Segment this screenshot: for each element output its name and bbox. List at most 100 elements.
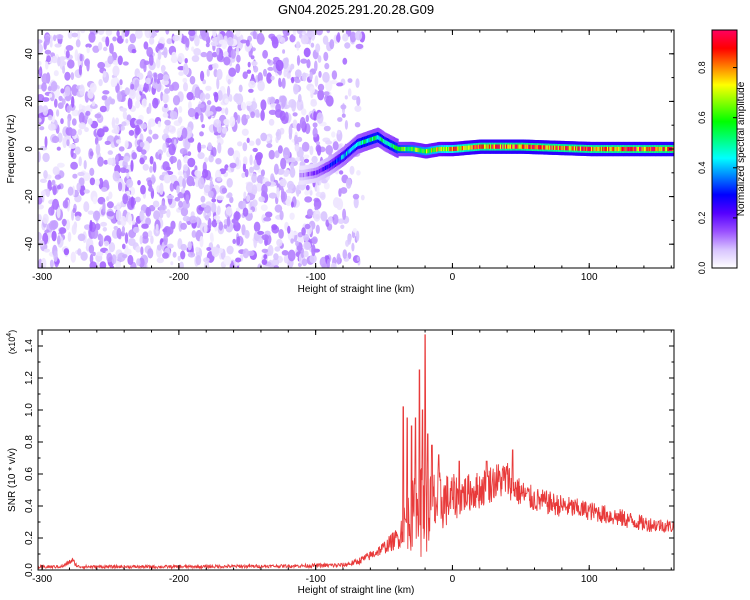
spectrogram-cell — [561, 145, 564, 151]
spectrogram-cell — [77, 128, 83, 136]
spectrogram-cell — [213, 215, 221, 220]
spectrogram-cell — [253, 65, 259, 73]
spectrogram-cell — [653, 146, 656, 152]
spectrogram-cell — [442, 146, 445, 152]
spectrogram-cell — [253, 221, 261, 233]
spectrogram-cell — [56, 109, 60, 117]
spectrogram-cell — [296, 136, 303, 143]
spectrogram-cell — [72, 173, 78, 179]
spectrogram-cell — [278, 229, 284, 239]
spectrogram-cell — [238, 84, 243, 93]
spectrogram-cell — [89, 261, 97, 268]
spectrogram-cell — [282, 147, 291, 160]
spectrogram-cell — [128, 238, 136, 246]
spectrogram-cell — [107, 150, 114, 155]
spectrogram-cell — [64, 86, 71, 97]
spectrogram-cell — [44, 136, 48, 148]
spectrogram-cell — [304, 196, 313, 203]
spectrogram-cell — [243, 191, 247, 199]
spectrogram-cell — [134, 79, 140, 88]
spectrogram-cell — [83, 201, 90, 213]
spectrogram-cell — [312, 171, 315, 176]
spectrogram-cell — [306, 172, 309, 177]
spectrogram-cell — [179, 261, 184, 268]
spectrogram-cell — [538, 145, 541, 150]
spectrogram-cell — [324, 255, 329, 260]
spectrogram-cell — [227, 147, 234, 156]
spectrogram-cell — [193, 48, 201, 56]
spectrogram-cell — [52, 198, 59, 210]
spectrogram-cell — [157, 50, 162, 60]
spectrogram-cell — [191, 55, 200, 63]
spectrogram-cell — [486, 144, 489, 149]
spectrogram-cell — [129, 33, 137, 44]
spectrogram-cell — [130, 83, 135, 90]
spectrogram-cell — [263, 68, 267, 77]
spectrogram-cell — [368, 138, 371, 143]
spectrogram-cell — [216, 77, 220, 90]
spectrogram-cell — [188, 101, 192, 110]
spectrogram-cell — [426, 149, 429, 154]
spectrogram-cell — [78, 122, 86, 130]
spectrogram-cell — [419, 148, 423, 153]
spectrogram-cell — [443, 146, 446, 152]
spectrogram-cell — [275, 59, 284, 72]
snr-series — [38, 334, 674, 570]
spectrogram-cell — [67, 186, 74, 196]
spectrogram-cell — [227, 85, 231, 97]
spectrogram-cell — [265, 211, 273, 218]
spectrogram-cell — [38, 204, 44, 210]
spectrogram-cell — [639, 146, 642, 152]
spectrogram-cell — [71, 96, 75, 108]
spectrogram-cell — [267, 244, 274, 256]
spectrogram-cell — [274, 204, 283, 213]
spectrogram-cell — [513, 144, 516, 149]
spectrogram-cell — [520, 144, 523, 149]
spectrogram-cell — [309, 71, 313, 81]
spectrogram-cell — [646, 146, 649, 152]
spectrogram-cell — [142, 163, 149, 171]
spectrogram-cell — [199, 92, 206, 102]
spectrogram-cell — [637, 146, 640, 152]
spectrogram-cell — [311, 244, 316, 257]
spectrogram-cell — [309, 145, 314, 156]
spectrogram-cell — [593, 146, 596, 152]
spectrogram-cell — [437, 147, 440, 152]
spectrogram-cell — [260, 99, 267, 111]
spectrogram-cell — [322, 71, 330, 83]
spectrogram-cell — [67, 231, 72, 242]
spectrogram-cell — [78, 112, 85, 125]
spectrogram-cell — [268, 96, 276, 104]
spectrogram-cell — [166, 38, 173, 45]
spectrogram-cell — [54, 43, 62, 48]
spectrogram-cell — [294, 78, 301, 84]
spectrogram-y-label: Frequency (Hz) — [6, 115, 17, 184]
spectrogram-cell — [406, 146, 409, 152]
spectrogram-cell — [134, 30, 143, 39]
spectrogram-cell — [185, 37, 190, 48]
spectrogram-cell — [98, 79, 103, 87]
spectrogram-x-ticks: -300 -200 -100 0 100 — [32, 30, 672, 283]
spectrogram-cell — [594, 146, 597, 152]
spectrogram-cell — [320, 168, 323, 173]
y-tick-label: 0.8 — [24, 435, 35, 449]
spectrogram-cell — [554, 145, 557, 150]
spectrogram-cell — [51, 55, 58, 64]
spectrogram-cell — [407, 146, 410, 152]
spectrogram-cell — [42, 105, 49, 116]
y-tick-label: 20 — [24, 95, 35, 107]
spectrogram-cell — [148, 187, 154, 192]
spectrogram-cell — [191, 46, 195, 52]
snr-y-ticks: 0.0 0.2 0.4 0.6 0.8 1.0 1.2 1.4 — [24, 329, 674, 577]
spectrogram-cell — [125, 38, 129, 44]
spectrogram-cell — [249, 154, 253, 166]
spectrogram-cell — [303, 158, 310, 163]
spectrogram-cell — [369, 137, 372, 142]
spectrogram-cell — [647, 146, 650, 152]
spectrogram-cell — [370, 137, 373, 142]
spectrogram-cell — [290, 63, 295, 70]
spectrogram-cell — [97, 61, 106, 69]
spectrogram-cell — [67, 59, 75, 69]
spectrogram-cell — [294, 143, 300, 152]
spectrogram-cell — [121, 226, 125, 234]
